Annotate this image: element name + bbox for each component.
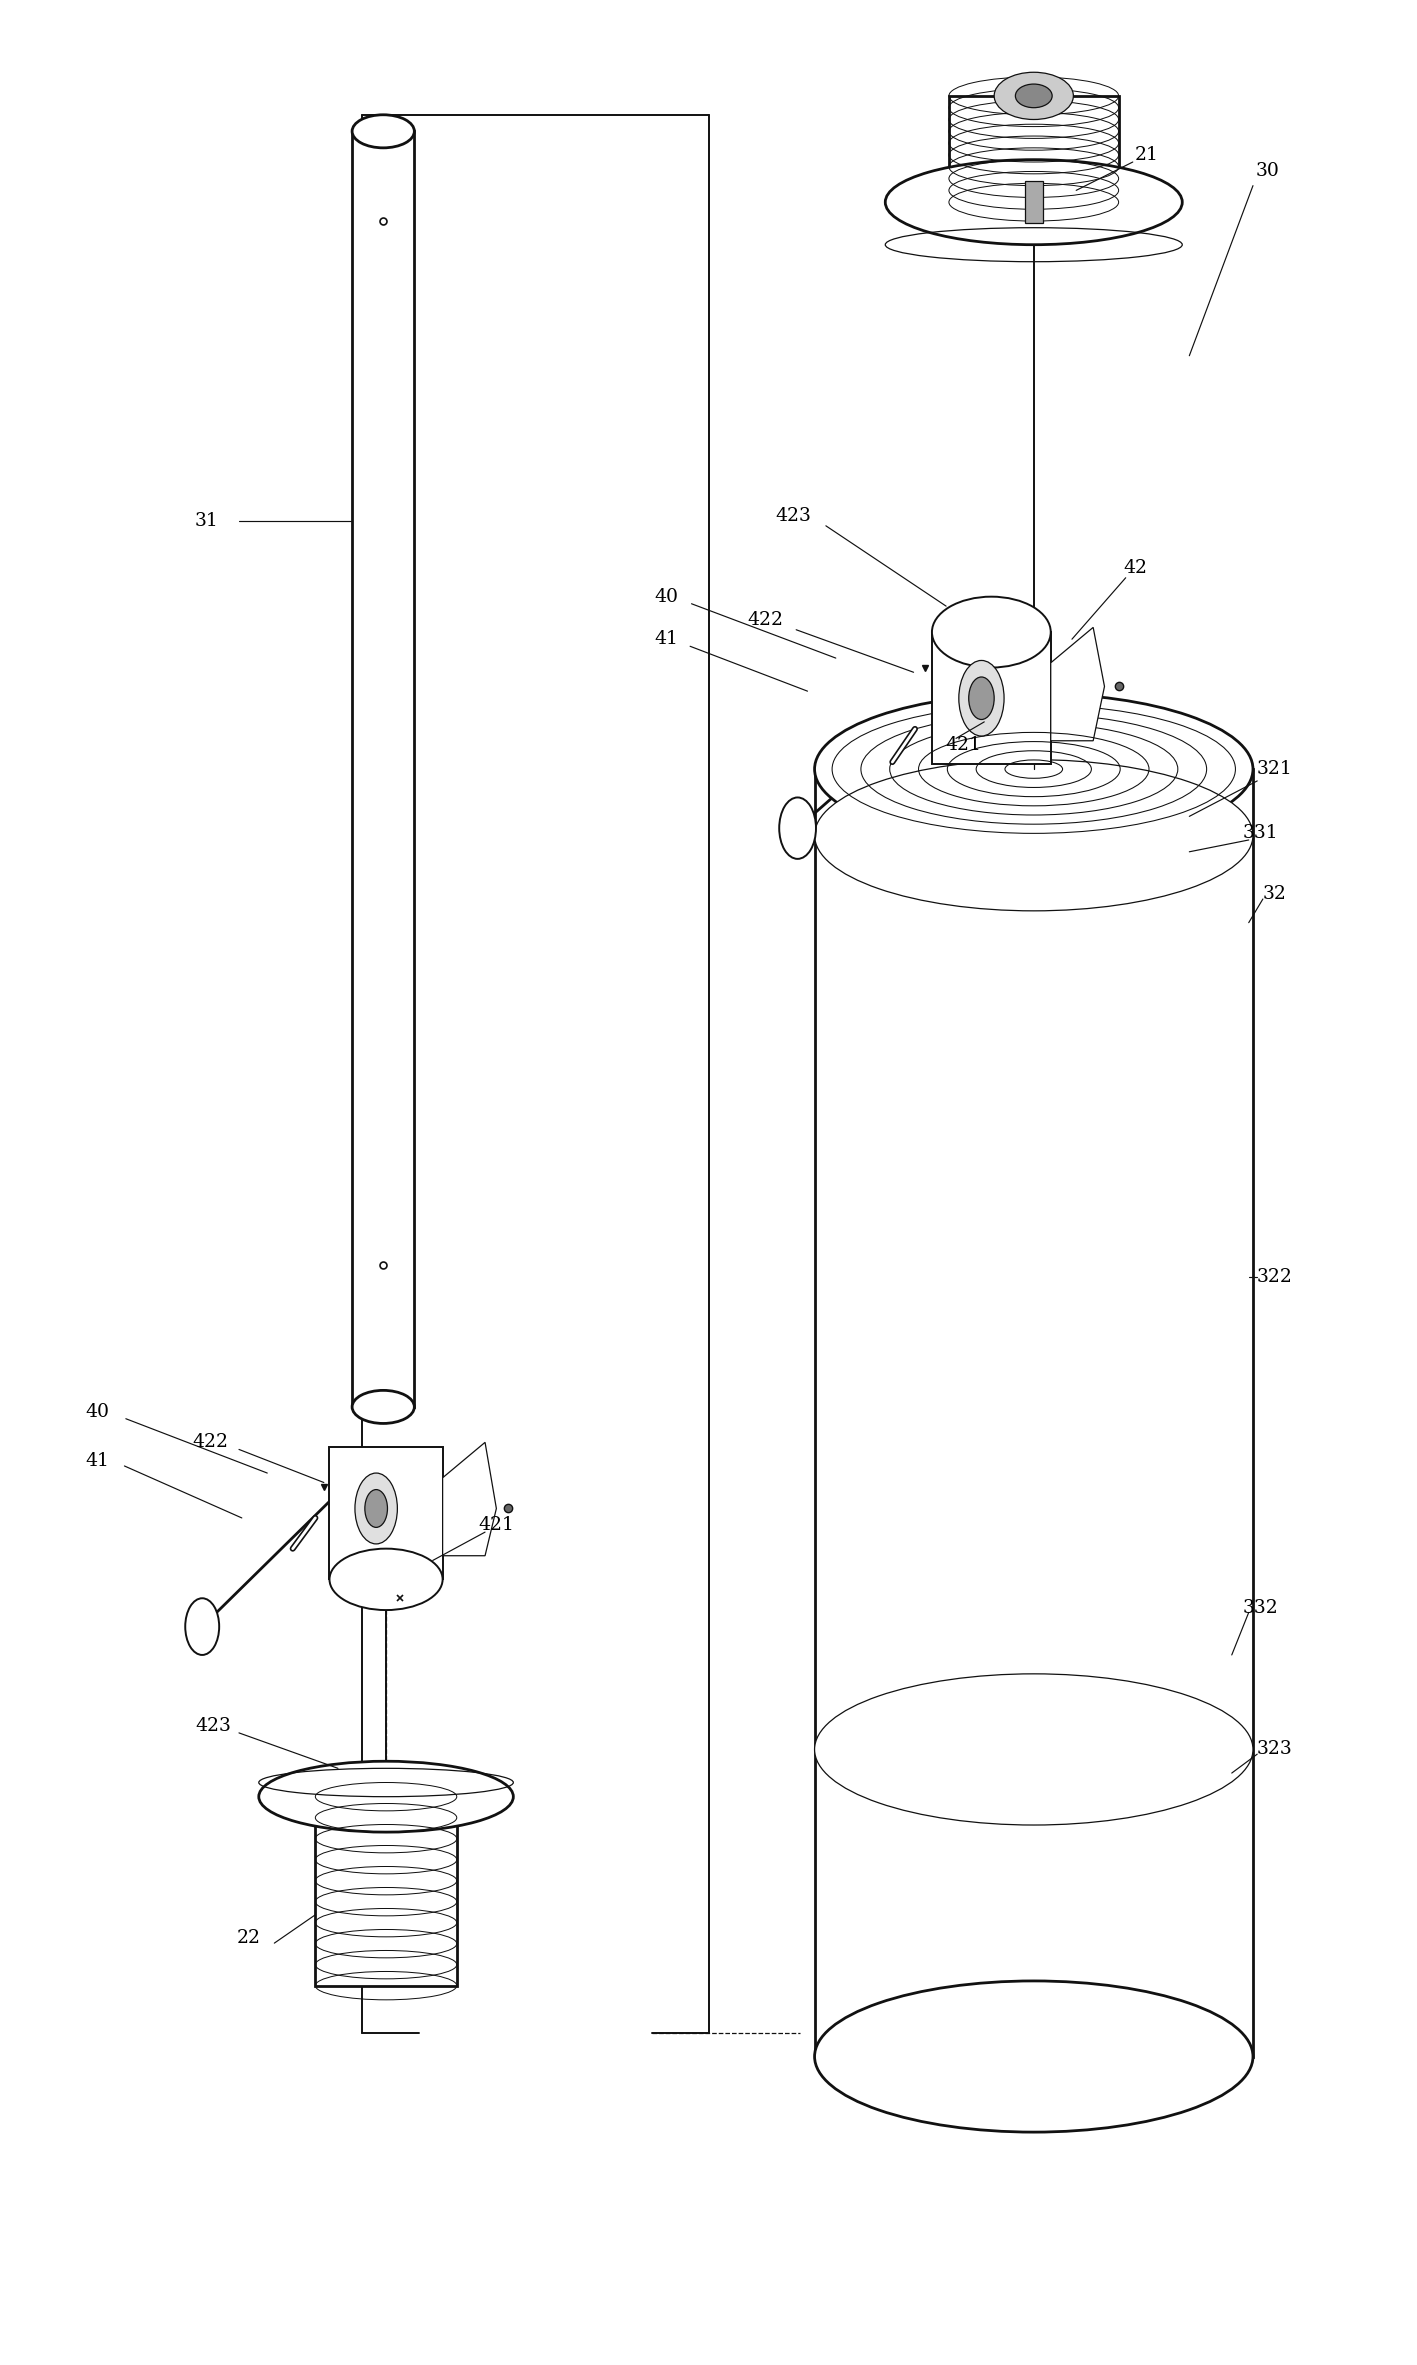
- Ellipse shape: [886, 161, 1182, 244]
- Text: 422: 422: [193, 1433, 228, 1452]
- Text: 423: 423: [196, 1717, 231, 1736]
- Text: 421: 421: [479, 1516, 514, 1535]
- Text: 421: 421: [945, 736, 981, 754]
- Ellipse shape: [932, 596, 1051, 667]
- Text: 323: 323: [1257, 1741, 1292, 1760]
- Ellipse shape: [815, 1982, 1253, 2133]
- Ellipse shape: [351, 116, 414, 149]
- Text: 40: 40: [655, 587, 679, 605]
- Text: 332: 332: [1243, 1599, 1278, 1618]
- Ellipse shape: [351, 1391, 414, 1424]
- Ellipse shape: [969, 676, 995, 719]
- Ellipse shape: [364, 1490, 387, 1528]
- Circle shape: [186, 1599, 220, 1655]
- Ellipse shape: [959, 660, 1005, 736]
- Text: 322: 322: [1257, 1268, 1292, 1287]
- Text: 41: 41: [85, 1452, 109, 1471]
- Text: 30: 30: [1255, 163, 1280, 180]
- Ellipse shape: [815, 693, 1253, 844]
- Text: 40: 40: [85, 1402, 109, 1421]
- Polygon shape: [1024, 180, 1043, 222]
- Polygon shape: [351, 132, 414, 1407]
- Polygon shape: [1051, 627, 1104, 740]
- Text: 422: 422: [747, 610, 784, 629]
- Ellipse shape: [330, 1549, 442, 1611]
- Text: 321: 321: [1257, 759, 1292, 778]
- Ellipse shape: [354, 1473, 397, 1544]
- Text: 41: 41: [655, 629, 677, 648]
- Ellipse shape: [815, 759, 1253, 911]
- Polygon shape: [330, 1447, 442, 1580]
- Text: 31: 31: [194, 513, 218, 530]
- Circle shape: [779, 797, 816, 858]
- Text: 32: 32: [1263, 885, 1287, 903]
- Polygon shape: [815, 769, 1253, 2058]
- Text: 42: 42: [1124, 558, 1148, 577]
- Text: 22: 22: [237, 1930, 261, 1946]
- Text: 21: 21: [1135, 147, 1159, 163]
- Polygon shape: [316, 1797, 456, 1987]
- Text: 331: 331: [1243, 823, 1278, 842]
- Polygon shape: [932, 631, 1051, 764]
- Polygon shape: [442, 1443, 496, 1556]
- Ellipse shape: [995, 73, 1073, 121]
- Ellipse shape: [815, 1674, 1253, 1826]
- Polygon shape: [949, 97, 1118, 201]
- Text: 423: 423: [775, 508, 812, 525]
- Ellipse shape: [259, 1762, 513, 1833]
- Ellipse shape: [1016, 85, 1053, 109]
